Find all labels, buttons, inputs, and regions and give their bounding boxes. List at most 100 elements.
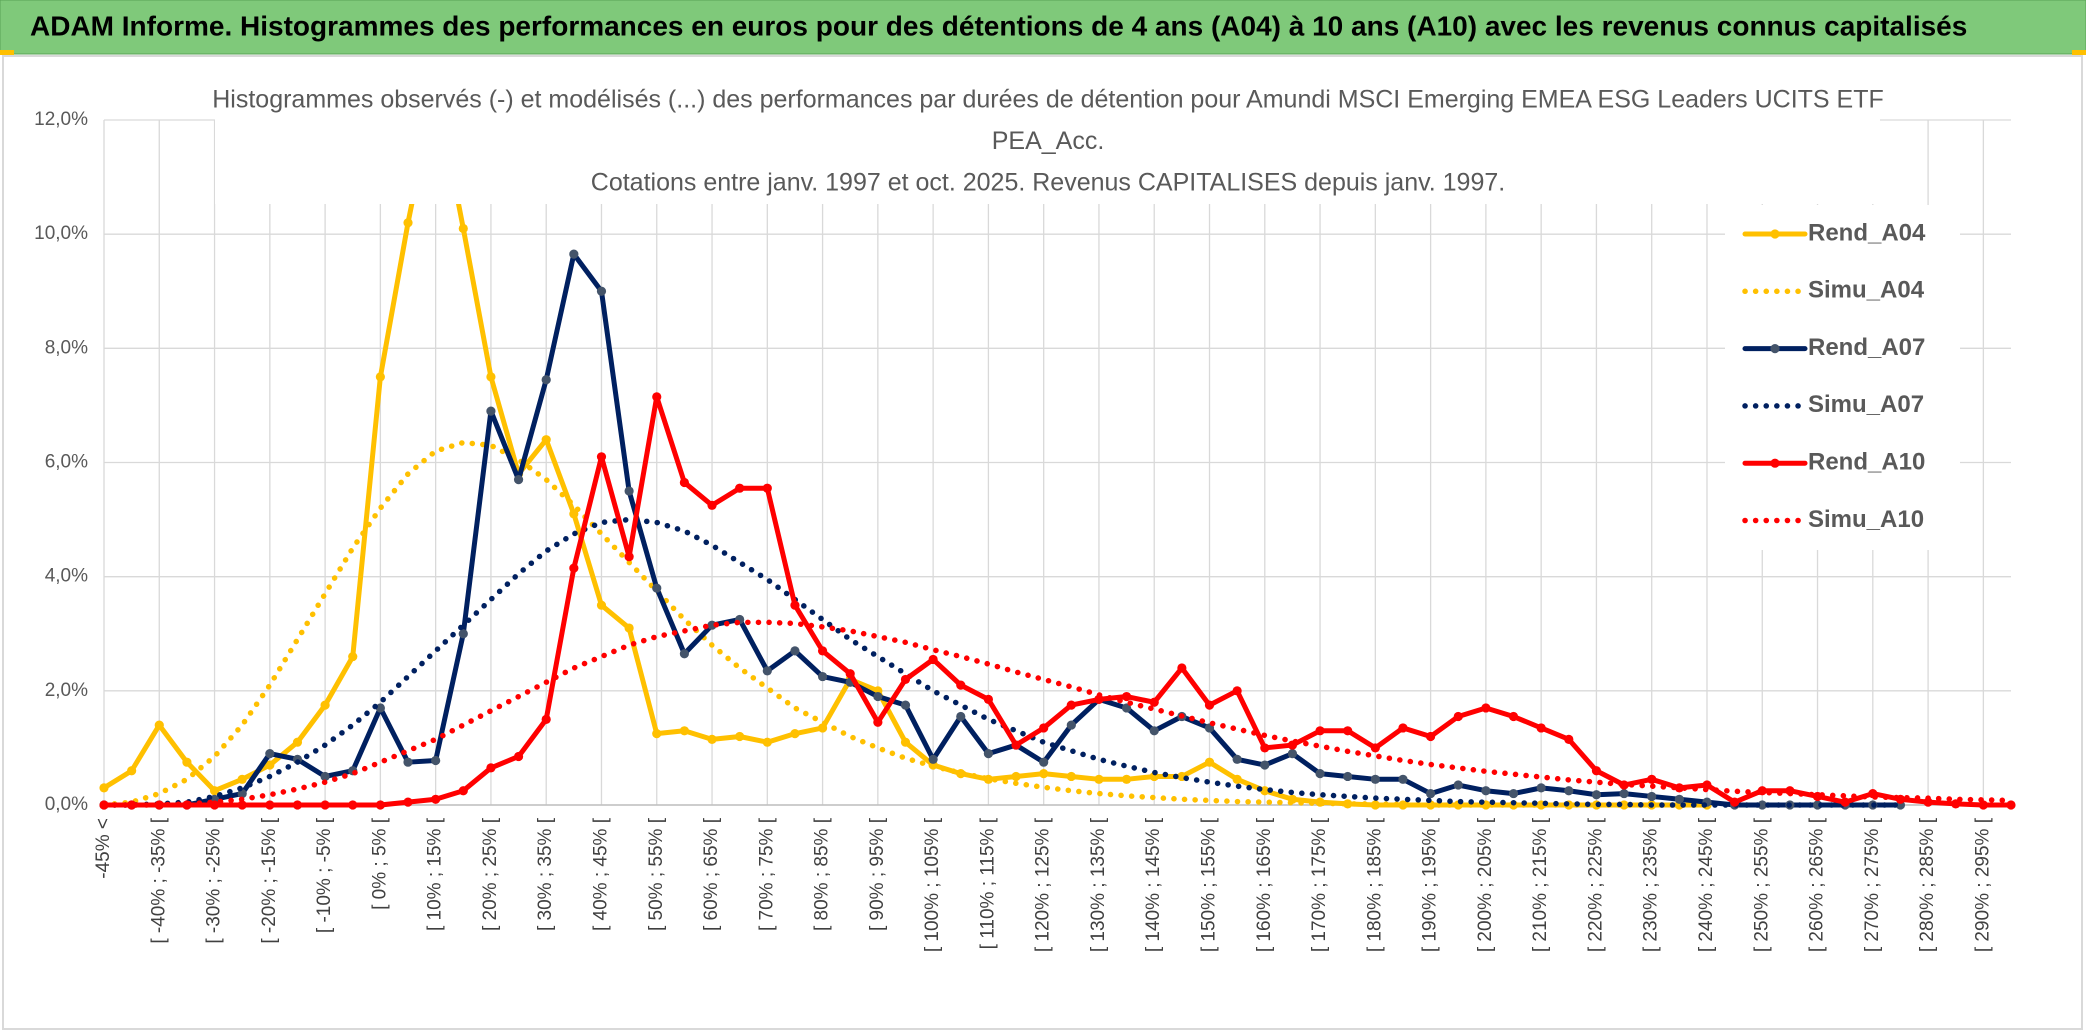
chart-title: Histogrammes observés (-) et modélisés (…: [212, 86, 1884, 114]
banner-title: ADAM Informe. Histogrammes des performan…: [30, 10, 1967, 41]
point: [790, 646, 800, 656]
y-tick-label: 0,0%: [45, 794, 88, 815]
point: [1094, 774, 1104, 784]
point: [652, 392, 662, 402]
legend-label: Rend_A10: [1808, 449, 1925, 476]
point: [1923, 797, 1933, 807]
point: [1619, 800, 1629, 810]
point: [209, 786, 220, 796]
point: [265, 749, 275, 759]
point: [873, 717, 883, 727]
point: [403, 797, 413, 807]
point: [375, 372, 385, 382]
x-tick-label: [ 30% ; 35% [: [535, 817, 556, 931]
point: [1453, 780, 1463, 790]
point: [762, 666, 772, 676]
point: [1674, 794, 1684, 804]
point: [320, 800, 330, 810]
point: [541, 435, 551, 445]
legend-marker: [1770, 229, 1780, 239]
point: [1204, 700, 1215, 710]
y-tick-label: 10,0%: [34, 223, 88, 244]
point: [1370, 743, 1380, 753]
point: [928, 654, 938, 665]
point: [375, 703, 385, 713]
x-tick-label: [ 240% ; 245% [: [1696, 817, 1717, 952]
plot: [99, 120, 2016, 810]
point: [873, 691, 883, 702]
point: [983, 694, 994, 704]
point: [900, 737, 911, 747]
point: [596, 286, 607, 296]
x-tick-label: [ 170% ; 175% [: [1309, 817, 1330, 952]
point: [817, 671, 828, 682]
chart-title: Cotations entre janv. 1997 et oct. 2025.…: [591, 169, 1505, 197]
x-tick-label: [ 150% ; 155% [: [1199, 817, 1220, 952]
point: [320, 771, 330, 782]
point: [458, 629, 468, 639]
point: [1426, 731, 1436, 742]
y-tick-label: 6,0%: [45, 452, 88, 473]
x-tick-label: [ -10% ; -5% [: [314, 817, 335, 933]
point: [569, 249, 579, 259]
point: [624, 552, 634, 562]
point: [679, 649, 689, 659]
x-tick-label: [ 140% ; 145% [: [1143, 817, 1164, 952]
point: [1591, 766, 1602, 776]
x-tick-label: [ 270% ; 275% [: [1862, 817, 1883, 952]
point: [928, 754, 938, 764]
point: [348, 651, 358, 662]
point: [1149, 697, 1159, 707]
point: [1370, 774, 1380, 784]
point: [1508, 788, 1519, 799]
x-tick-label: [ -30% ; -25% [: [204, 817, 225, 943]
legend-marker: [1770, 458, 1780, 468]
point: [1398, 774, 1408, 784]
y-tick-label: 8,0%: [45, 337, 88, 358]
point: [486, 406, 496, 416]
x-tick-label: [ 20% ; 25% [: [480, 817, 501, 931]
y-tick-label: 4,0%: [45, 566, 88, 587]
x-tick-label: [ 190% ; 195% [: [1420, 817, 1441, 952]
point: [486, 372, 496, 382]
point: [1591, 790, 1602, 800]
point: [1951, 799, 1961, 809]
point: [1978, 800, 1988, 810]
point: [1149, 726, 1159, 736]
x-tick-label: [ 110% ; 115% [: [977, 817, 998, 949]
point: [1232, 686, 1242, 696]
point: [1204, 757, 1215, 767]
x-tick-label: [ 40% ; 45% [: [590, 817, 611, 931]
point: [735, 731, 745, 742]
point: [900, 674, 911, 685]
legend-label: Rend_A07: [1808, 334, 1925, 361]
point: [375, 800, 385, 810]
x-tick-label: [ 280% ; 285% [: [1917, 817, 1938, 952]
x-tick-label: [ -40% ; -35% [: [148, 817, 169, 943]
x-tick-label: [ 80% ; 85% [: [812, 817, 833, 931]
point: [513, 475, 524, 485]
point: [99, 783, 109, 793]
point: [1039, 757, 1049, 767]
point: [1011, 740, 1021, 750]
point: [1121, 703, 1132, 713]
banner: [0, 0, 2086, 55]
point: [1232, 754, 1242, 764]
x-tick-label: [ 70% ; 75% [: [756, 817, 777, 931]
x-tick-label: [ 220% ; 225% [: [1585, 817, 1606, 952]
point: [1121, 691, 1132, 702]
legend-marker: [1770, 344, 1780, 354]
point: [513, 751, 524, 762]
point: [237, 774, 247, 784]
point: [956, 711, 966, 722]
point: [762, 483, 772, 493]
point: [1481, 703, 1491, 713]
point: [1039, 723, 1049, 733]
point: [707, 734, 717, 744]
legend-label: Simu_A07: [1808, 391, 1924, 418]
x-tick-label: [ 0% ; 5% [: [369, 817, 390, 910]
point: [1536, 723, 1546, 733]
point: [265, 760, 275, 770]
point: [1315, 769, 1325, 779]
